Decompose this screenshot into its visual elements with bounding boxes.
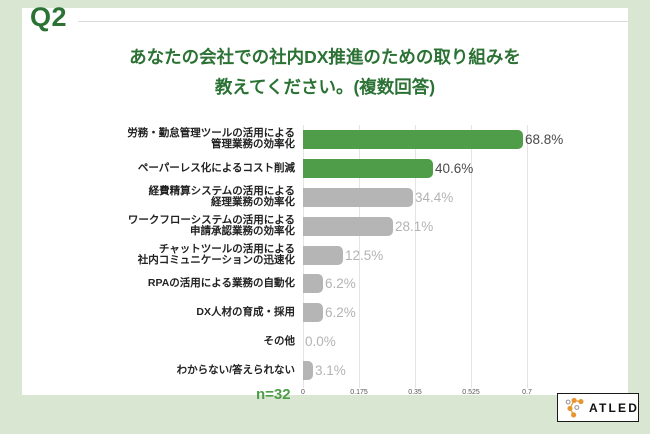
value-label: 3.1%	[315, 363, 346, 379]
gridline	[471, 125, 472, 388]
atled-logo-text: ATLED	[589, 400, 640, 415]
chart-row: わからない/答えられない 3.1%	[30, 356, 595, 385]
value-label: 68.8%	[525, 131, 564, 147]
bar-zone: 0.0%	[303, 327, 595, 356]
chart-row: 労務・勤怠管理ツールの活用による 管理業務の効率化 68.8%	[30, 125, 595, 154]
bar	[303, 303, 323, 323]
chart-row: その他 0.0%	[30, 327, 595, 356]
chart-title-line2: 教えてください。(複数回答)	[214, 77, 436, 97]
x-tick-label: 0.7	[522, 389, 532, 396]
x-tick-label: 0.175	[350, 389, 368, 396]
category-label: わからない/答えられない	[176, 363, 295, 376]
bar-zone: 40.6%	[303, 154, 595, 183]
value-label: 12.5%	[345, 247, 384, 263]
category-label: その他	[263, 334, 296, 347]
chart-row: チャットツールの活用による 社内コミュニケーションの迅速化 12.5%	[30, 241, 595, 270]
x-tick-label: 0.35	[408, 389, 422, 396]
chart-title-line1: あなたの会社での社内DX推進のための取り組みを	[129, 47, 521, 67]
bar	[303, 245, 343, 265]
bar-zone: 6.2%	[303, 269, 595, 298]
chart-title: あなたの会社での社内DX推進のための取り組みを 教えてください。(複数回答)	[22, 42, 628, 102]
gridline	[527, 125, 528, 388]
chart-row: ワークフローシステムの活用による 申請承認業務の効率化 28.1%	[30, 212, 595, 241]
bar-zone: 68.8%	[303, 125, 595, 154]
bar	[303, 129, 523, 149]
category-label: DX人材の育成・採用	[196, 306, 295, 319]
category-label: ワークフローシステムの活用による 申請承認業務の効率化	[127, 213, 295, 238]
question-number: Q2	[30, 2, 68, 32]
bar	[303, 216, 393, 236]
header-divider	[78, 21, 628, 22]
x-tick-label: 0.525	[462, 389, 480, 396]
atled-logo: ATLED	[557, 393, 639, 422]
value-label: 40.6%	[435, 160, 474, 176]
value-label: 6.2%	[325, 276, 356, 292]
value-label: 0.0%	[305, 334, 336, 350]
chart-row: 経費精算システムの活用による 経理業務の効率化 34.4%	[30, 183, 595, 212]
bar	[303, 361, 313, 381]
atled-logo-icon	[565, 397, 584, 417]
bar	[303, 158, 433, 178]
value-label: 34.4%	[415, 189, 454, 205]
chart-row: RPAの活用による業務の自動化 6.2%	[30, 269, 595, 298]
category-label: RPAの活用による業務の自動化	[147, 277, 295, 290]
chart-row: ペーパーレス化によるコスト削減 40.6%	[30, 154, 595, 183]
category-label: 経費精算システムの活用による 経理業務の効率化	[148, 184, 295, 209]
value-label: 6.2%	[325, 305, 356, 321]
bar	[303, 274, 323, 294]
gridline	[359, 125, 360, 388]
category-label: チャットツールの活用による 社内コミュニケーションの迅速化	[137, 242, 295, 266]
bar	[303, 187, 413, 207]
bar-zone: 34.4%	[303, 183, 595, 212]
x-tick-label: 0	[301, 389, 305, 396]
category-label: ペーパーレス化によるコスト削減	[137, 161, 295, 174]
bar-zone: 6.2%	[303, 298, 595, 327]
value-label: 28.1%	[395, 218, 434, 234]
bar-zone: 3.1%	[303, 356, 595, 385]
chart-row: DX人材の育成・採用 6.2%	[30, 298, 595, 327]
gridline	[415, 125, 416, 388]
bar-zone: 12.5%	[303, 241, 595, 270]
sample-size-label: n=32	[256, 386, 291, 403]
bar-zone: 28.1%	[303, 212, 595, 241]
bar-rows: 労務・勤怠管理ツールの活用による 管理業務の効率化 68.8% ペーパーレス化によるコ…	[30, 125, 595, 385]
x-axis-ticks: 0 0.175 0.35 0.525 0.7	[0, 389, 650, 401]
category-label: 労務・勤怠管理ツールの活用による 管理業務の効率化	[127, 126, 295, 151]
